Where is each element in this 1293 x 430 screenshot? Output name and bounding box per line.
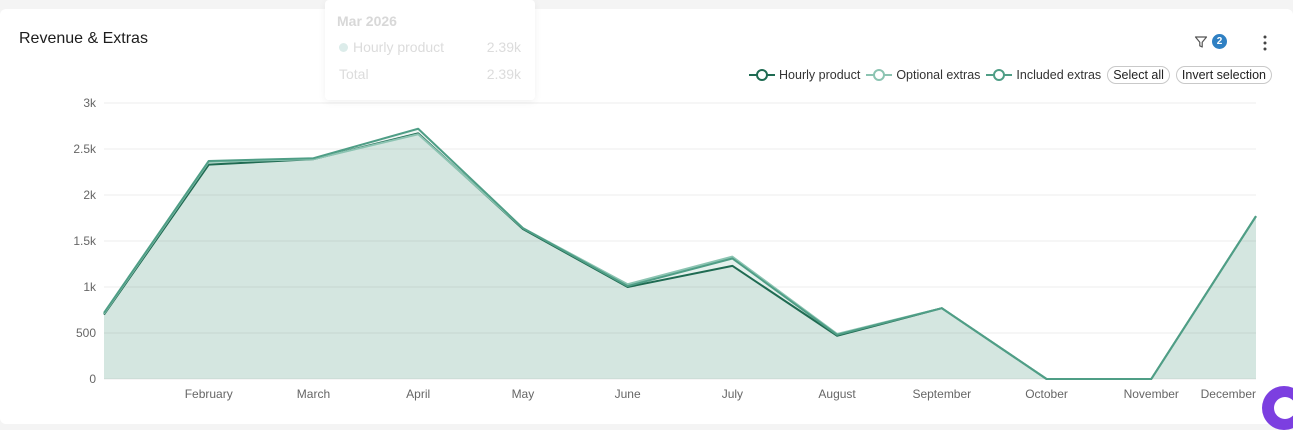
series-area-1: [104, 134, 1256, 379]
y-tick-label: 1k: [83, 280, 97, 294]
more-options-icon[interactable]: [1258, 34, 1272, 52]
chat-launcher-button[interactable]: [1262, 386, 1293, 430]
filter-count-badge: 2: [1212, 34, 1227, 49]
tooltip-total-value: 2.39k: [486, 66, 521, 82]
chart-title: Revenue & Extras: [19, 30, 148, 47]
tooltip-dot-icon: [339, 43, 348, 52]
legend-marker-icon: [866, 69, 893, 81]
y-tick-label: 500: [76, 326, 96, 340]
filter-icon[interactable]: [1194, 35, 1208, 49]
y-tick-label: 2k: [83, 188, 97, 202]
series-area-2: [104, 128, 1256, 379]
chart-tooltip: Mar 2026 Hourly product 2.39k Total 2.39…: [325, 0, 535, 100]
legend-item-included-extras[interactable]: Included extras: [986, 68, 1101, 82]
chart-legend: Hourly product Optional extras Included …: [749, 66, 1272, 84]
x-tick-label: March: [297, 387, 330, 401]
x-axis: February March April May June July August Septe…: [185, 387, 1256, 401]
tooltip-title: Mar 2026: [337, 13, 397, 29]
y-tick-label: 0: [89, 372, 96, 386]
chat-icon: [1274, 397, 1293, 419]
grid-lines: [104, 102, 1256, 380]
legend-label: Optional extras: [896, 68, 981, 82]
tooltip-series-label: Hourly product: [353, 39, 445, 55]
legend-item-hourly-product[interactable]: Hourly product: [749, 68, 860, 82]
x-tick-label: April: [406, 387, 430, 401]
y-tick-label: 2.5k: [73, 142, 97, 156]
series-lines: [103, 127, 1257, 380]
chart-card: [0, 9, 1293, 424]
legend-marker-icon: [986, 69, 1013, 81]
x-tick-label: November: [1124, 387, 1179, 401]
legend-label: Included extras: [1016, 68, 1102, 82]
x-tick-label: October: [1025, 387, 1068, 401]
series-line-2: [103, 127, 1257, 380]
y-axis: 0 500 1k 1.5k 2k 2.5k 3k: [73, 96, 97, 386]
series-area-0: [104, 133, 1256, 379]
legend-marker-icon: [749, 69, 776, 81]
select-all-button[interactable]: Select all: [1107, 66, 1170, 84]
x-tick-label: July: [722, 387, 743, 401]
legend-label: Hourly product: [779, 68, 861, 82]
x-tick-label: May: [512, 387, 535, 401]
legend-item-optional-extras[interactable]: Optional extras: [866, 68, 980, 82]
tooltip-series-value: 2.39k: [486, 39, 521, 55]
tooltip-total-label: Total: [339, 66, 369, 82]
filter-control[interactable]: 2: [1194, 34, 1227, 49]
x-tick-label: September: [912, 387, 971, 401]
y-tick-label: 3k: [83, 96, 97, 110]
invert-selection-button[interactable]: Invert selection: [1175, 66, 1272, 84]
series-areas: [104, 128, 1256, 379]
y-tick-label: 1.5k: [73, 234, 97, 248]
x-tick-label: August: [818, 387, 856, 401]
x-tick-label: February: [185, 387, 233, 401]
x-tick-label: June: [615, 387, 641, 401]
x-tick-label: December: [1201, 387, 1256, 401]
tooltip-series-row: Hourly product: [339, 39, 444, 55]
